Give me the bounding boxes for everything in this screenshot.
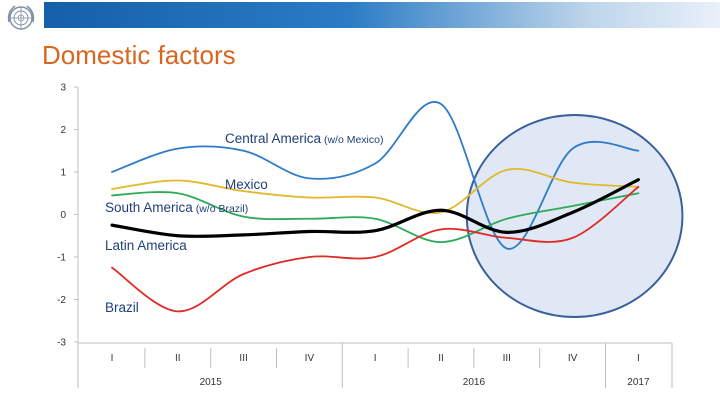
un-emblem-icon [7,5,35,30]
header-bar [44,2,720,28]
x-tick-label: II [438,353,444,364]
x-tick-label: IV [305,353,315,364]
y-tick-label: -3 [57,338,66,349]
x-tick-label: I [111,353,114,364]
series-line-south-america [111,191,640,244]
series-label-mexico: Mexico [225,177,268,192]
y-tick-label: -2 [57,295,66,306]
series-label-latin-america: Latin America [105,238,187,253]
series-line-mexico [111,168,640,215]
x-tick-label: III [239,353,247,364]
x-tick-label: I [374,353,377,364]
y-tick-label: 1 [60,168,66,179]
series-line-latin-america [110,178,640,239]
y-tick-label: 0 [60,210,66,221]
year-label: 2015 [200,377,223,388]
x-tick-label: IV [568,353,578,364]
series-label-brazil: Brazil [105,300,139,315]
series-line-central-america [111,101,640,250]
year-label: 2017 [627,377,650,388]
year-label: 2016 [463,377,486,388]
y-tick-label: -1 [57,253,66,264]
highlight-ellipse [465,114,684,318]
x-tick-label: I [637,353,640,364]
series-label-central-america: Central America (w/o Mexico) [225,131,383,146]
x-tick-label: III [503,353,511,364]
y-tick-label: 3 [60,83,66,94]
series-line-brazil [111,185,640,313]
page-title: Domestic factors [42,40,236,70]
y-tick-label: 2 [60,125,66,136]
x-tick-label: II [175,353,181,364]
series-label-south-america: South America (w/o Brazil) [105,200,248,215]
